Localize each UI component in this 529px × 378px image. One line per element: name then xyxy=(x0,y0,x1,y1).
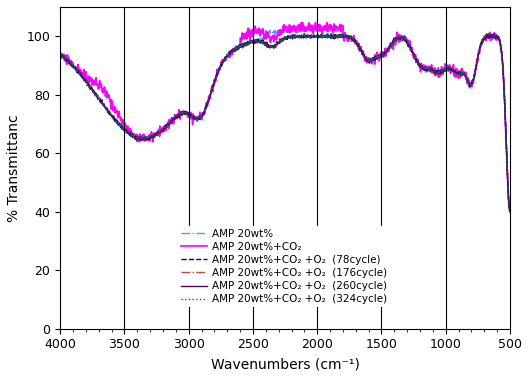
AMP 20wt%+CO₂ +O₂  (78cycle) xyxy=(301,32,307,36)
AMP 20wt%+CO₂ +O₂  (176cycle) xyxy=(507,209,513,214)
AMP 20wt%+CO₂ +O₂  (78cycle) xyxy=(264,43,271,48)
AMP 20wt%+CO₂ +O₂  (260cycle) xyxy=(212,78,218,82)
AMP 20wt% xyxy=(422,65,428,70)
AMP 20wt%+CO₂ xyxy=(500,78,507,82)
AMP 20wt%+CO₂ +O₂  (176cycle) xyxy=(264,43,271,47)
AMP 20wt%+CO₂ +O₂  (78cycle) xyxy=(57,51,63,56)
AMP 20wt%+CO₂ +O₂  (78cycle) xyxy=(507,209,513,214)
AMP 20wt%+CO₂ +O₂  (78cycle) xyxy=(212,78,218,82)
AMP 20wt%+CO₂ +O₂  (78cycle) xyxy=(293,34,299,39)
AMP 20wt%+CO₂ +O₂  (324cycle) xyxy=(264,44,271,48)
AMP 20wt%+CO₂ xyxy=(293,30,299,35)
AMP 20wt%+CO₂ xyxy=(422,66,428,70)
X-axis label: Wavenumbers (cm⁻¹): Wavenumbers (cm⁻¹) xyxy=(211,357,360,371)
AMP 20wt%+CO₂ xyxy=(264,34,271,39)
AMP 20wt% xyxy=(57,52,63,56)
Line: AMP 20wt%+CO₂ +O₂  (324cycle): AMP 20wt%+CO₂ +O₂ (324cycle) xyxy=(60,34,510,212)
AMP 20wt%+CO₂ +O₂  (324cycle) xyxy=(500,76,507,81)
AMP 20wt%+CO₂ xyxy=(312,20,318,25)
AMP 20wt%+CO₂ +O₂  (176cycle) xyxy=(293,36,299,40)
AMP 20wt%+CO₂ xyxy=(212,79,218,83)
AMP 20wt%+CO₂ +O₂  (324cycle) xyxy=(212,77,218,81)
AMP 20wt%+CO₂ +O₂  (260cycle) xyxy=(166,123,172,127)
AMP 20wt%+CO₂ +O₂  (324cycle) xyxy=(293,33,299,37)
AMP 20wt%+CO₂ +O₂  (78cycle) xyxy=(507,209,513,214)
AMP 20wt% xyxy=(264,33,271,37)
AMP 20wt%+CO₂ +O₂  (260cycle) xyxy=(507,210,513,214)
AMP 20wt% xyxy=(507,210,513,215)
Y-axis label: % Transmittanc: % Transmittanc xyxy=(7,114,21,222)
AMP 20wt%+CO₂ xyxy=(57,49,63,54)
AMP 20wt%+CO₂ +O₂  (176cycle) xyxy=(338,32,344,36)
AMP 20wt%+CO₂ xyxy=(507,208,513,212)
AMP 20wt%+CO₂ +O₂  (324cycle) xyxy=(329,31,335,36)
AMP 20wt%+CO₂ +O₂  (260cycle) xyxy=(500,80,507,84)
Line: AMP 20wt%+CO₂ +O₂  (260cycle): AMP 20wt%+CO₂ +O₂ (260cycle) xyxy=(60,34,510,212)
AMP 20wt%+CO₂ +O₂  (176cycle) xyxy=(166,122,172,127)
Legend: AMP 20wt%, AMP 20wt%+CO₂, AMP 20wt%+CO₂ +O₂  (78cycle), AMP 20wt%+CO₂ +O₂  (176c: AMP 20wt%, AMP 20wt%+CO₂, AMP 20wt%+CO₂ … xyxy=(178,226,390,307)
AMP 20wt% xyxy=(330,26,336,31)
AMP 20wt% xyxy=(500,76,507,81)
AMP 20wt%+CO₂ +O₂  (260cycle) xyxy=(264,43,271,48)
AMP 20wt% xyxy=(166,122,172,127)
AMP 20wt%+CO₂ +O₂  (324cycle) xyxy=(166,122,172,127)
Line: AMP 20wt%: AMP 20wt% xyxy=(60,28,510,212)
AMP 20wt%+CO₂ +O₂  (176cycle) xyxy=(422,67,428,71)
AMP 20wt%+CO₂ +O₂  (260cycle) xyxy=(57,53,63,57)
AMP 20wt%+CO₂ +O₂  (78cycle) xyxy=(166,123,172,127)
AMP 20wt%+CO₂ +O₂  (176cycle) xyxy=(212,77,218,82)
AMP 20wt%+CO₂ +O₂  (260cycle) xyxy=(328,31,334,36)
AMP 20wt%+CO₂ +O₂  (78cycle) xyxy=(500,79,507,83)
Line: AMP 20wt%+CO₂: AMP 20wt%+CO₂ xyxy=(60,22,510,210)
AMP 20wt% xyxy=(212,79,218,84)
AMP 20wt%+CO₂ +O₂  (324cycle) xyxy=(507,210,513,214)
AMP 20wt%+CO₂ +O₂  (176cycle) xyxy=(57,53,63,58)
AMP 20wt%+CO₂ +O₂  (324cycle) xyxy=(422,65,428,69)
AMP 20wt%+CO₂ +O₂  (176cycle) xyxy=(500,77,507,82)
AMP 20wt%+CO₂ +O₂  (260cycle) xyxy=(422,65,428,70)
Line: AMP 20wt%+CO₂ +O₂  (176cycle): AMP 20wt%+CO₂ +O₂ (176cycle) xyxy=(60,34,510,211)
AMP 20wt%+CO₂ xyxy=(166,126,172,131)
AMP 20wt%+CO₂ +O₂  (324cycle) xyxy=(57,54,63,58)
AMP 20wt%+CO₂ +O₂  (260cycle) xyxy=(293,35,299,40)
Line: AMP 20wt%+CO₂ +O₂  (78cycle): AMP 20wt%+CO₂ +O₂ (78cycle) xyxy=(60,34,510,212)
AMP 20wt%+CO₂ +O₂  (260cycle) xyxy=(507,209,513,214)
AMP 20wt%+CO₂ +O₂  (78cycle) xyxy=(422,65,428,70)
AMP 20wt% xyxy=(293,28,299,32)
